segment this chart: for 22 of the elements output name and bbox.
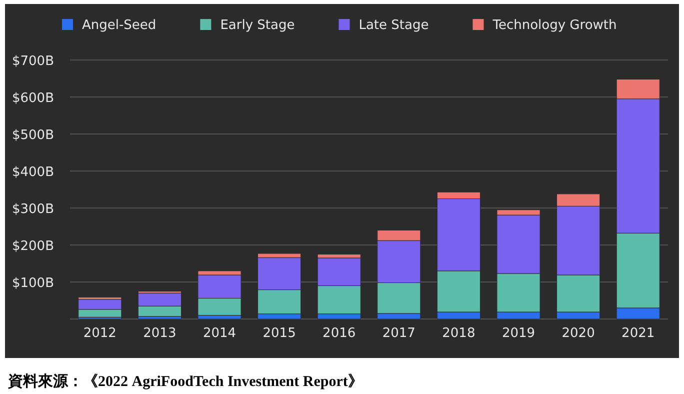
y-tick-label: $200B — [12, 239, 54, 254]
source-note: 資料來源：《2022 AgriFoodTech Investment Report》 — [7, 373, 363, 390]
x-tick-label: 2019 — [502, 326, 536, 341]
y-tick-label: $100B — [12, 276, 54, 291]
legend-label: Early Stage — [220, 18, 295, 33]
x-tick-label: 2018 — [442, 326, 476, 341]
legend-label: Angel-Seed — [82, 18, 156, 33]
x-tick-label: 2014 — [202, 326, 236, 341]
x-tick-label: 2020 — [562, 326, 595, 341]
y-tick-label: $500B — [12, 128, 54, 143]
y-tick-label: $600B — [12, 91, 54, 106]
legend-label: Late Stage — [358, 18, 429, 33]
x-tick-label: 2012 — [83, 326, 116, 341]
y-tick-label: $300B — [12, 202, 54, 217]
y-tick-label: $700B — [12, 54, 54, 69]
legend-label: Technology Growth — [492, 18, 617, 33]
x-tick-label: 2016 — [322, 326, 356, 341]
x-tick-label: 2017 — [382, 326, 416, 341]
y-tick-label: $400B — [12, 165, 54, 180]
x-tick-label: 2013 — [143, 326, 176, 341]
x-tick-label: 2021 — [622, 326, 655, 341]
x-tick-label: 2015 — [262, 326, 296, 341]
